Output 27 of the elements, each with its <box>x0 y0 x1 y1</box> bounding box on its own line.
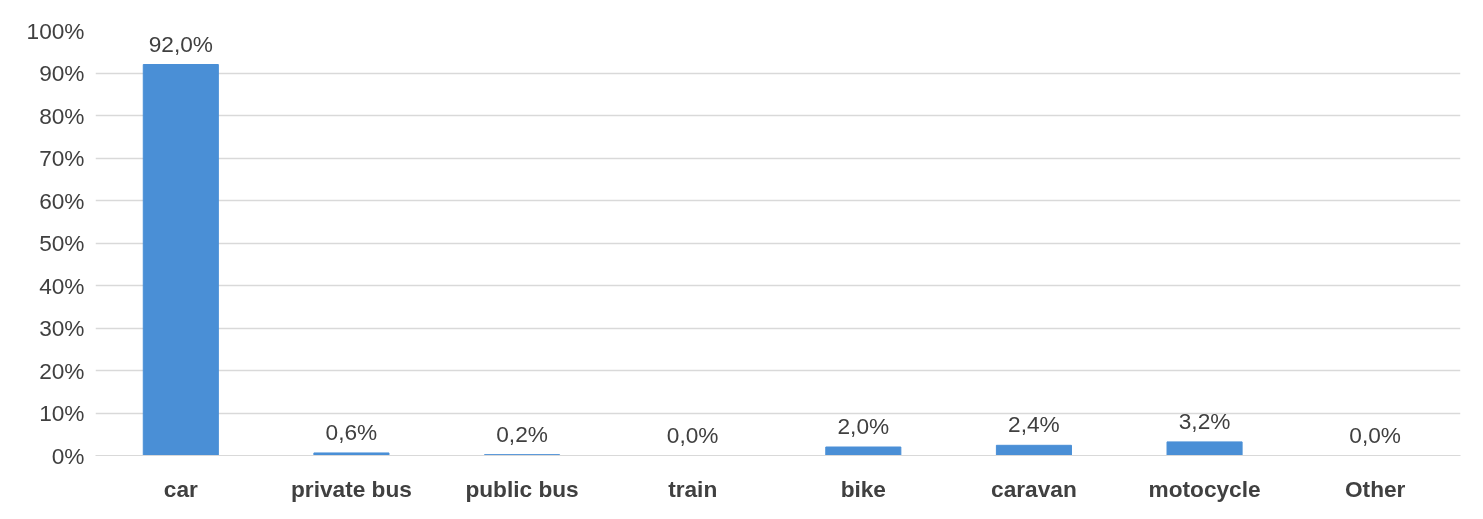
y-tick-label: 70% <box>39 145 85 171</box>
x-tick-label: car <box>163 475 198 502</box>
x-tick-label: public bus <box>465 475 579 502</box>
y-tick-label: 50% <box>39 230 85 256</box>
data-label: 3,2% <box>1178 407 1231 434</box>
y-tick-label: 0% <box>51 442 85 469</box>
y-tick-label: 90% <box>39 60 85 86</box>
data-label: 0,2% <box>496 420 548 447</box>
data-label: 2,0% <box>837 413 890 439</box>
data-label: 0,0% <box>1349 421 1402 448</box>
x-tick-label: Other <box>1344 475 1406 502</box>
data-label: 92,0% <box>148 30 213 57</box>
y-tick-label: 40% <box>39 272 85 299</box>
data-label: 0,6% <box>325 418 378 445</box>
y-tick-label: 30% <box>39 315 85 341</box>
x-tick-label: private bus <box>291 475 412 502</box>
x-tick-label: train <box>668 475 718 502</box>
y-tick-label: 100% <box>26 17 85 44</box>
y-tick-label: 60% <box>39 187 85 214</box>
data-label: 0,0% <box>666 421 719 448</box>
y-tick-label: 10% <box>39 400 85 426</box>
x-tick-label: motocycle <box>1148 475 1261 502</box>
y-tick-label: 20% <box>39 357 85 384</box>
data-label: 2,4% <box>1008 411 1060 438</box>
x-tick-label: caravan <box>991 475 1077 502</box>
y-tick-label: 80% <box>39 102 85 129</box>
x-tick-label: bike <box>840 475 886 502</box>
